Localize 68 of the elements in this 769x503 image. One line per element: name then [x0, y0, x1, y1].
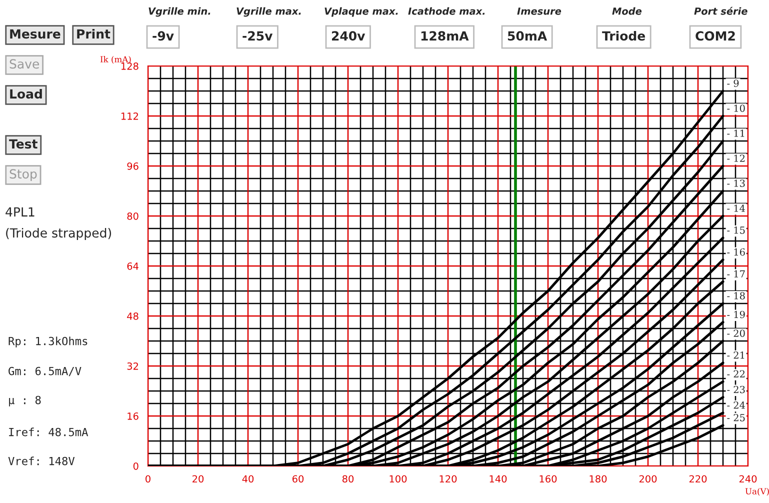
x-tick-label: 40: [242, 475, 254, 483]
text: Icathode max.: [408, 7, 485, 15]
x-tick-label: 0: [146, 475, 150, 483]
y-axis-title: Ik (mA): [100, 56, 131, 64]
text: Gm: 6.5mA/V: [8, 366, 82, 376]
y-tick-label: 32: [127, 362, 138, 370]
x-tick-label: 160: [540, 475, 557, 483]
x-tick-label: 140: [490, 475, 507, 483]
x-tick-label: 200: [639, 475, 657, 483]
y-tick-label: 64: [127, 262, 138, 270]
series-label: - 9: [727, 80, 739, 87]
series-label: - 18: [727, 292, 745, 300]
text: 4PL1: [6, 207, 34, 216]
series-label: - 15: [727, 226, 745, 234]
text: 50mA: [508, 31, 548, 41]
text: 240v: [332, 31, 366, 41]
text: Port série: [694, 6, 748, 15]
text: (Triode strapped): [6, 228, 112, 240]
series-label: - 12: [727, 154, 745, 162]
x-axis-title: Ua(V): [745, 488, 769, 496]
text: Rp: 1.3kOhms: [8, 336, 88, 348]
series-label: - 13: [727, 180, 745, 187]
text: Iref: 48.5mA: [9, 428, 88, 436]
text: Imesure: [517, 8, 562, 15]
y-tick-label: 80: [127, 212, 138, 220]
text: 128mA: [421, 31, 469, 41]
y-tick-label: 128: [121, 62, 138, 70]
y-tick-label: 0: [133, 462, 138, 470]
series-label: - 23: [727, 386, 745, 394]
text: -25v: [242, 31, 273, 41]
series-label: - 24: [727, 401, 746, 409]
text: Stop: [10, 169, 37, 182]
y-tick-label: 16: [128, 412, 138, 420]
text: Mode: [612, 7, 642, 15]
x-tick-label: 20: [192, 475, 204, 483]
x-tick-label: 100: [390, 475, 407, 483]
x-tick-label: 60: [292, 475, 304, 483]
series-label: - 22: [727, 370, 745, 378]
series-label: - 10: [727, 104, 745, 112]
series-label: - 11: [727, 130, 744, 137]
x-tick-label: 80: [342, 475, 354, 483]
series-label: - 17: [727, 270, 745, 278]
text: Triode: [602, 30, 646, 41]
text: Save: [10, 59, 40, 69]
text: Vgrille max.: [236, 7, 301, 17]
text: -9v: [152, 31, 174, 41]
series-label: - 14: [727, 204, 746, 212]
x-tick-label: 120: [440, 475, 457, 483]
text: Vref: 148V: [8, 456, 75, 466]
text: COM2: [696, 31, 735, 41]
series-label: - 16: [727, 248, 745, 256]
text: Test: [9, 139, 38, 149]
text: Vgrille min.: [148, 7, 210, 17]
series-label: - 19: [727, 310, 745, 318]
text: Mesure: [10, 29, 60, 39]
text: Print: [77, 28, 110, 38]
text: µ : 8: [9, 396, 41, 406]
series-label: - 21: [727, 351, 744, 359]
series-label: - 25: [727, 414, 745, 422]
y-tick-label: 96: [127, 162, 138, 170]
x-tick-label: 240: [739, 475, 757, 483]
x-tick-label: 180: [590, 475, 607, 483]
text: Load: [10, 88, 42, 99]
y-tick-label: 48: [127, 312, 138, 320]
text: Vplaque max.: [324, 7, 398, 17]
series-label: - 20: [727, 330, 745, 337]
y-tick-label: 112: [121, 112, 138, 120]
x-tick-label: 220: [689, 475, 707, 483]
